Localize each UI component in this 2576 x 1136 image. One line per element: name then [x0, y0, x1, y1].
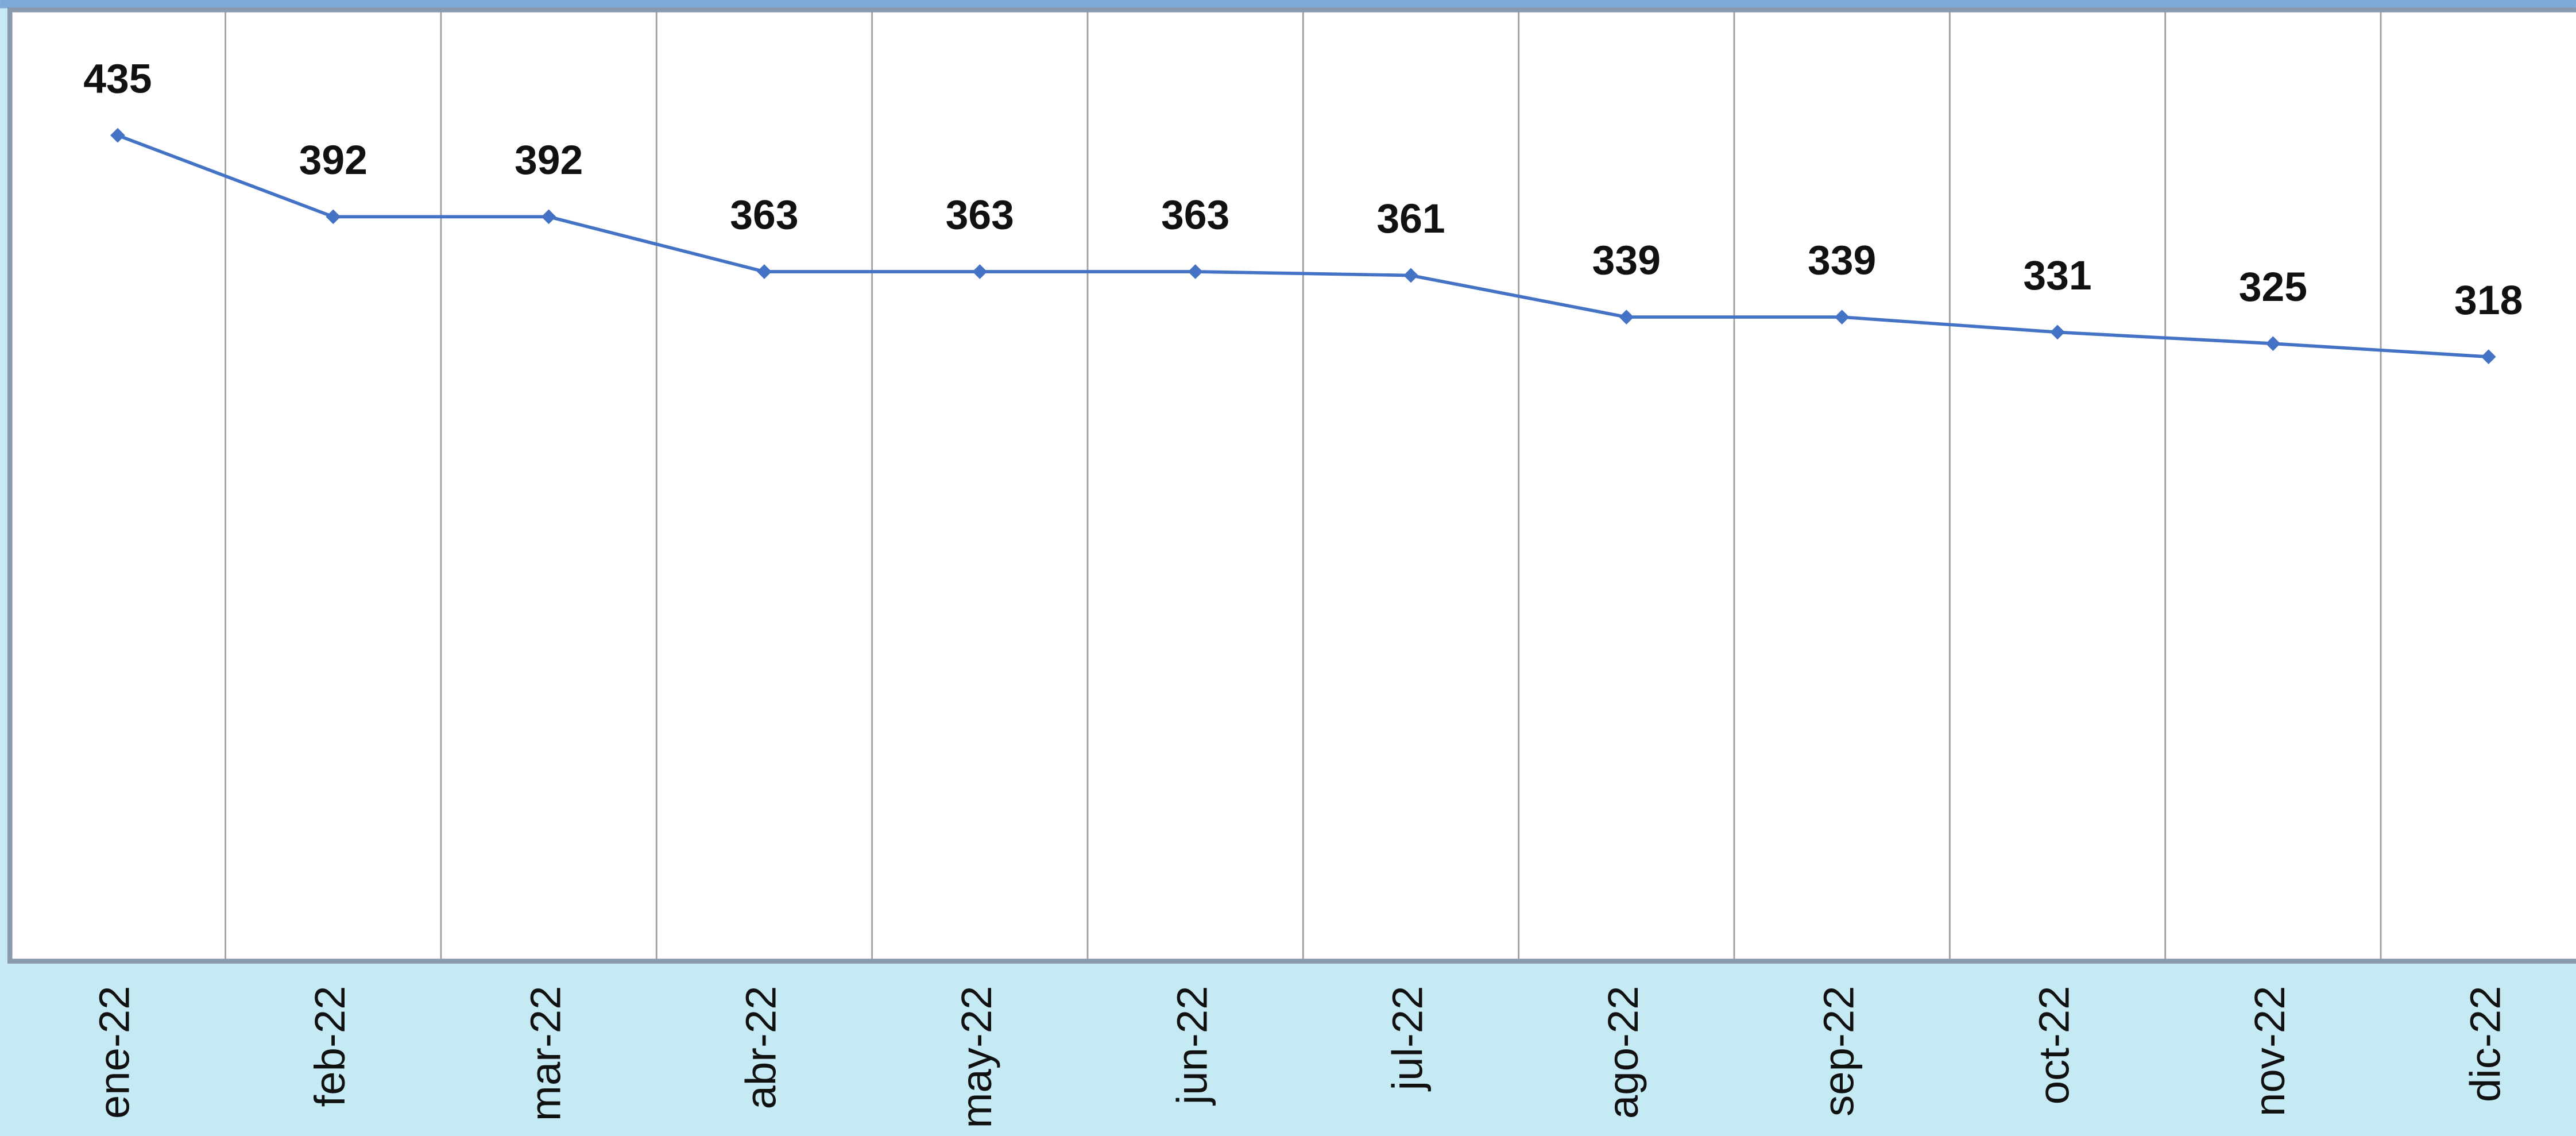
x-tick-label: dic-22	[2461, 986, 2509, 1103]
x-tick-label: feb-22	[306, 986, 354, 1107]
marker	[2050, 324, 2065, 340]
x-tick-label: oct-22	[2030, 986, 2078, 1105]
data-label: 331	[2023, 253, 2091, 299]
marker	[2265, 336, 2281, 351]
plot-area	[7, 7, 2576, 964]
marker	[110, 127, 125, 143]
data-label: 392	[299, 137, 368, 183]
marks	[110, 127, 2496, 365]
x-tick-label: nov-22	[2246, 986, 2293, 1116]
marker	[1188, 264, 1203, 279]
data-label: 392	[515, 137, 583, 183]
marker	[1834, 310, 1850, 324]
data-label: 318	[2454, 277, 2523, 323]
data-label: 363	[730, 192, 798, 238]
data-label: 363	[1161, 192, 1229, 238]
data-label: 339	[1808, 238, 1876, 284]
data-label: 339	[1592, 238, 1661, 284]
x-tick-label: ene-22	[91, 986, 138, 1119]
data-label: 435	[83, 56, 152, 102]
x-tick-label: mar-22	[521, 986, 569, 1122]
x-tick-label: jul-22	[1384, 986, 1432, 1092]
grid	[225, 12, 2382, 959]
line	[117, 134, 2489, 359]
x-tick-label: may-22	[953, 986, 1000, 1129]
data-label: 363	[946, 192, 1014, 238]
x-tick-label: jun-22	[1168, 986, 1216, 1106]
top-border	[0, 0, 2576, 9]
labels: 435 392 392 363 363 363 361 339 339 331 325 318 ene-…	[83, 56, 2523, 1128]
marker	[326, 209, 341, 225]
marker	[541, 209, 556, 225]
marker	[972, 264, 988, 279]
data-label: 361	[1376, 196, 1445, 242]
data-label: 325	[2239, 264, 2307, 310]
x-tick-label: abr-22	[737, 986, 785, 1110]
x-tick-label: ago-22	[1599, 986, 1647, 1119]
marker	[1619, 310, 1634, 324]
x-tick-label: sep-22	[1815, 986, 1862, 1116]
marker	[1403, 268, 1418, 283]
marker	[2481, 349, 2496, 365]
